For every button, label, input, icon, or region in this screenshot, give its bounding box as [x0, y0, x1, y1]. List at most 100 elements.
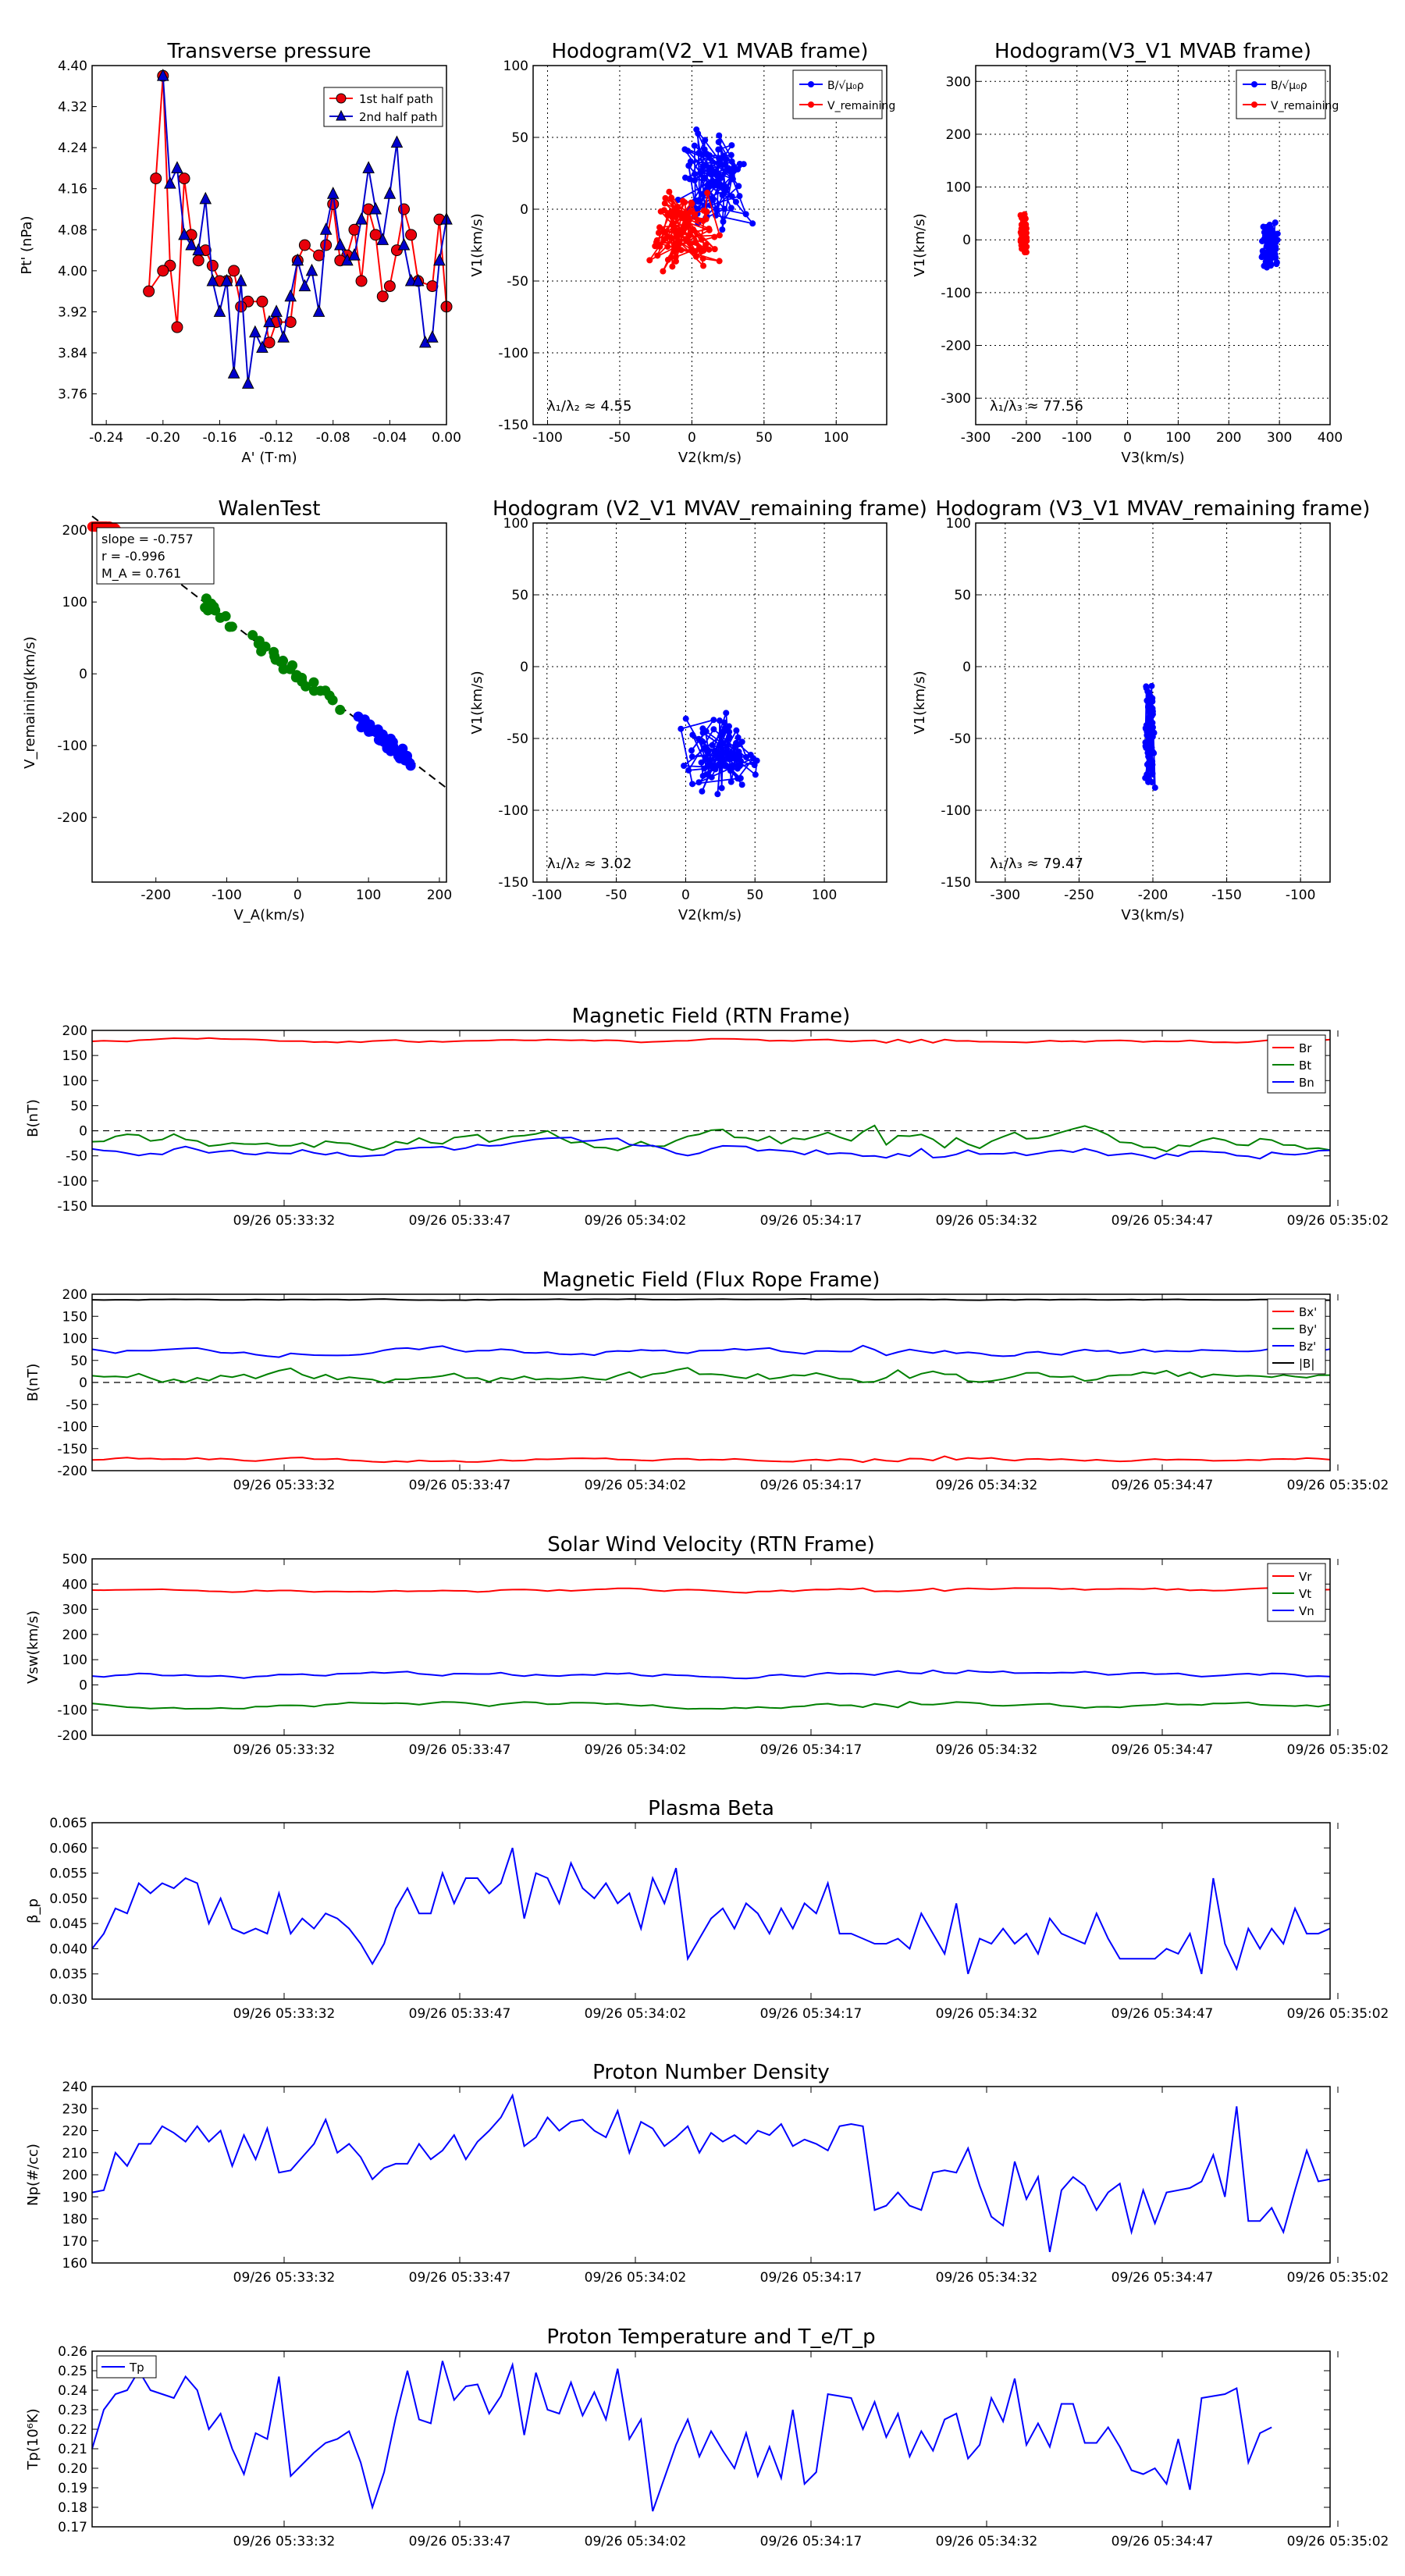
data-point — [1143, 683, 1150, 690]
data-point — [213, 304, 226, 317]
data-point — [143, 285, 155, 297]
data-point — [733, 739, 740, 746]
data-point — [691, 142, 698, 149]
data-point — [220, 273, 233, 286]
data-point — [697, 169, 704, 176]
time-tick-label: 09/26 05:34:47 — [1112, 1478, 1214, 1493]
data-point — [668, 194, 675, 201]
data-point — [715, 176, 722, 183]
y-tick-label: 100 — [62, 1653, 87, 1668]
y-tick-label: 4.24 — [58, 141, 87, 156]
time-tick-label: 09/26 05:34:02 — [585, 1478, 687, 1493]
x-tick-label: -100 — [212, 888, 242, 903]
data-point — [722, 763, 729, 770]
data-point — [178, 227, 190, 240]
data-point — [729, 176, 736, 183]
y-tick-label: 160 — [62, 2256, 87, 2272]
data-point — [674, 228, 681, 235]
y-tick-label: 100 — [503, 59, 528, 74]
y-tick-label: -50 — [507, 731, 528, 747]
data-point — [1142, 739, 1149, 746]
series-line-|B| — [91, 1297, 1331, 1301]
data-point — [263, 315, 276, 328]
data-point — [660, 268, 667, 275]
chart-title: Hodogram(V2_V1 MVAB frame) — [551, 40, 868, 63]
data-point — [324, 690, 335, 701]
axes-frame — [91, 1558, 1331, 1736]
data-point — [678, 725, 685, 732]
data-point — [315, 685, 326, 696]
axes-frame — [532, 65, 887, 425]
y-axis-label: V1(km/s) — [912, 213, 928, 276]
x-tick-label: -0.08 — [316, 430, 350, 446]
data-point — [718, 738, 725, 745]
data-point — [1020, 238, 1027, 245]
y-tick-label: 0.050 — [49, 1891, 87, 1907]
time-tick-label: 09/26 05:35:02 — [1287, 1478, 1389, 1493]
x-tick-label: -100 — [1062, 430, 1092, 446]
legend: Bx' By' Bz' |B| — [1267, 1298, 1326, 1375]
time-tick-label: 09/26 05:34:17 — [760, 1213, 863, 1229]
y-tick-label: 0 — [79, 667, 87, 682]
data-point — [715, 146, 722, 153]
data-point — [685, 767, 692, 774]
data-point — [1018, 215, 1025, 222]
data-point — [710, 717, 717, 724]
y-tick-label: 100 — [946, 180, 971, 196]
data-point — [735, 183, 742, 190]
y-tick-label: 0 — [520, 202, 528, 218]
y-tick-label: -100 — [57, 1420, 87, 1436]
time-tick-label: 09/26 05:34:32 — [936, 2534, 1038, 2549]
data-point — [740, 161, 747, 168]
data-point — [732, 198, 739, 205]
y-tick-label: 4.08 — [58, 222, 87, 238]
stats-line: slope = -0.757 — [101, 532, 194, 546]
y-tick-label: 0.065 — [49, 1816, 87, 1831]
y-tick-label: 100 — [946, 516, 971, 532]
legend-marker — [808, 81, 814, 87]
data-point — [691, 177, 698, 184]
data-point — [192, 254, 205, 267]
series-line-Br — [91, 1037, 1331, 1044]
x-tick-label: -300 — [961, 430, 991, 446]
stats-box: slope = -0.757 r = -0.996 M_A = 0.761 — [96, 527, 215, 585]
data-point — [714, 791, 721, 798]
data-point — [394, 753, 405, 764]
data-point — [1264, 235, 1271, 242]
data-point — [383, 187, 397, 199]
axes-frame — [532, 522, 887, 883]
x-tick-label: -200 — [1012, 430, 1042, 446]
data-point — [227, 366, 240, 379]
stats-line: r = -0.996 — [101, 549, 165, 564]
data-point — [730, 167, 737, 174]
data-point — [702, 745, 710, 752]
data-point — [660, 207, 667, 214]
data-point — [708, 774, 715, 781]
time-tick-label: 09/26 05:33:32 — [233, 1478, 336, 1493]
data-point — [735, 734, 742, 741]
time-tick-label: 09/26 05:34:17 — [760, 2534, 863, 2549]
data-point — [284, 316, 297, 329]
data-point — [692, 171, 699, 178]
series-line-Vn — [91, 1669, 1331, 1680]
time-tick-label: 09/26 05:34:47 — [1112, 2270, 1214, 2286]
data-point — [667, 233, 674, 240]
time-tick-label: 09/26 05:35:02 — [1287, 2534, 1389, 2549]
data-point — [355, 275, 368, 287]
time-tick-label: 09/26 05:33:32 — [233, 1742, 336, 1758]
y-tick-label: 210 — [62, 2146, 87, 2161]
x-tick-label: -100 — [532, 430, 563, 446]
x-tick-label: -0.16 — [202, 430, 237, 446]
data-point — [726, 728, 733, 735]
data-point — [725, 735, 732, 742]
data-point — [688, 246, 695, 253]
data-point — [703, 151, 710, 158]
ratio-annotation: λ₁/λ₂ ≈ 4.55 — [547, 398, 631, 415]
data-point — [689, 781, 696, 788]
data-point — [752, 771, 759, 778]
data-point — [742, 211, 749, 218]
legend-label: B/√μ₀ρ — [1271, 80, 1307, 92]
time-tick-label: 09/26 05:34:32 — [936, 1742, 1038, 1758]
y-tick-label: -200 — [57, 1728, 87, 1744]
